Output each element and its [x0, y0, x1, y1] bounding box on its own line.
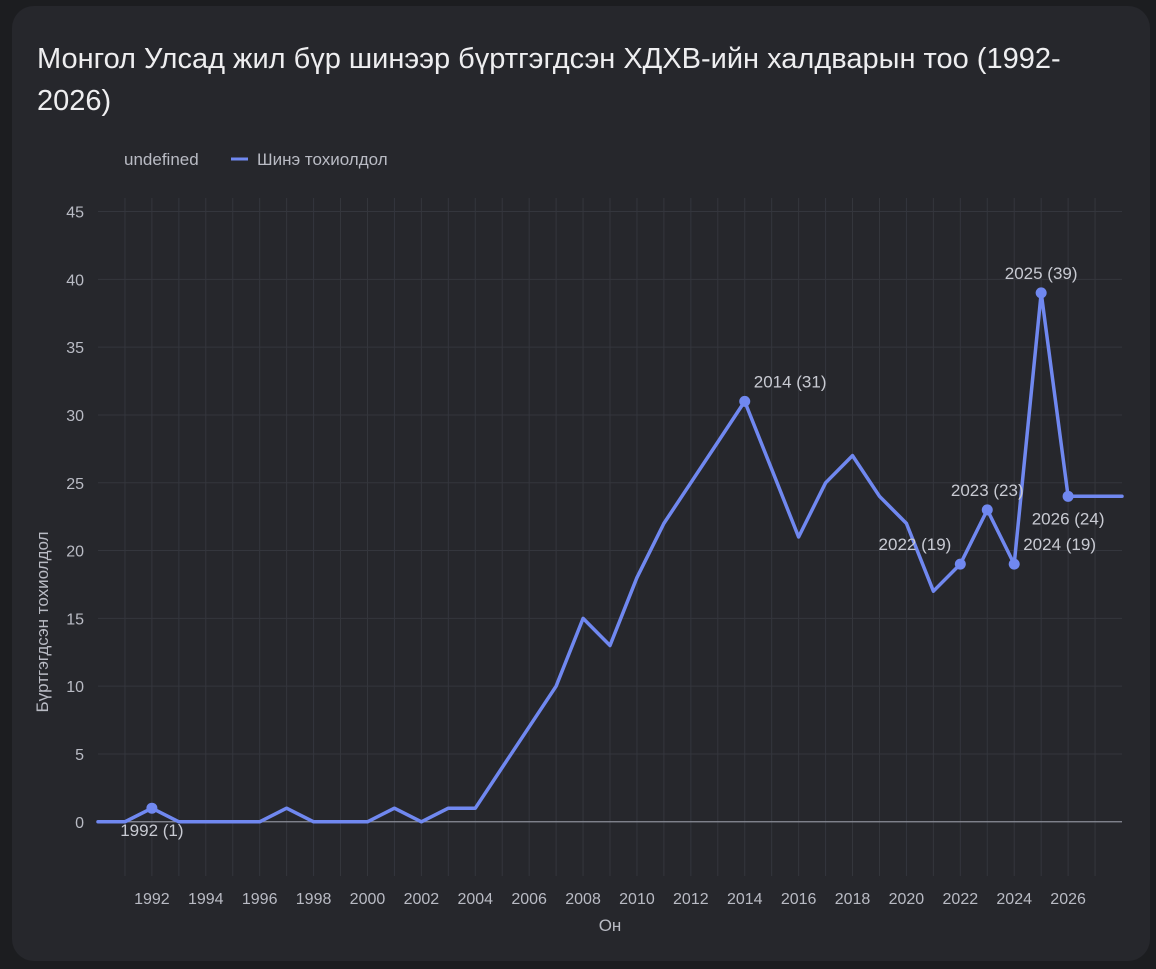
x-tick-label: 2014 [727, 891, 763, 908]
x-tick-label: 1996 [242, 891, 278, 908]
data-label: 2023 (23) [951, 481, 1024, 500]
chart-card: Монгол Улсад жил бүр шинээр бүртгэгдсэн … [12, 6, 1150, 961]
data-point-marker[interactable] [1035, 287, 1047, 299]
data-point-marker[interactable] [739, 395, 751, 407]
x-tick-label: 2010 [619, 891, 655, 908]
data-point-marker[interactable] [146, 802, 158, 814]
y-tick-label: 0 [75, 815, 84, 832]
x-tick-label: 2000 [350, 891, 386, 908]
y-tick-label: 10 [66, 679, 84, 696]
x-tick-label: 1998 [296, 891, 332, 908]
data-point-marker[interactable] [981, 504, 993, 516]
y-tick-label: 45 [66, 205, 84, 222]
series-line [96, 291, 1124, 824]
x-tick-label: 1994 [188, 891, 224, 908]
y-tick-label: 20 [66, 544, 84, 561]
x-axis-title: Он [599, 916, 622, 935]
x-tick-label: 2020 [889, 891, 925, 908]
x-tick-label: 2018 [835, 891, 871, 908]
x-tick-label: 2024 [996, 891, 1032, 908]
legend-entry-undefined: undefined [124, 150, 199, 169]
x-tick-label: 2006 [511, 891, 547, 908]
x-tick-label: 2004 [457, 891, 493, 908]
x-tick-label: 2002 [404, 891, 440, 908]
data-point-marker[interactable] [1062, 490, 1074, 502]
x-tick-label: 1992 [134, 891, 170, 908]
legend-entry-series: Шинэ тохиолдол [257, 150, 388, 169]
data-label: 1992 (1) [120, 821, 183, 840]
data-point-marker[interactable] [954, 558, 966, 570]
y-axis-title: Бүртгэгдсэн тохиолдол [33, 531, 52, 712]
y-tick-label: 40 [66, 272, 84, 289]
y-tick-label: 25 [66, 476, 84, 493]
y-tick-label: 35 [66, 340, 84, 357]
data-point-marker[interactable] [1008, 558, 1020, 570]
x-tick-label: 2016 [781, 891, 817, 908]
line-chart: 0 5 10 15 20 25 30 35 40 45 1992 1994 1996 1998 2000 20… [33, 150, 1124, 935]
y-tick-label: 30 [66, 408, 84, 425]
data-label: 2024 (19) [1023, 535, 1096, 554]
data-label: 2014 (31) [754, 372, 827, 391]
x-tick-label: 2012 [673, 891, 709, 908]
x-tick-label: 2022 [943, 891, 979, 908]
y-tick-label: 5 [75, 747, 84, 764]
data-label: 2022 (19) [879, 535, 952, 554]
data-label: 2025 (39) [1005, 264, 1078, 283]
y-tick-label: 15 [66, 611, 84, 628]
chart-title: Монгол Улсад жил бүр шинээр бүртгэгдсэн … [37, 43, 1061, 117]
x-tick-label: 2026 [1050, 891, 1086, 908]
x-tick-label: 2008 [565, 891, 601, 908]
data-label: 2026 (24) [1032, 509, 1105, 528]
